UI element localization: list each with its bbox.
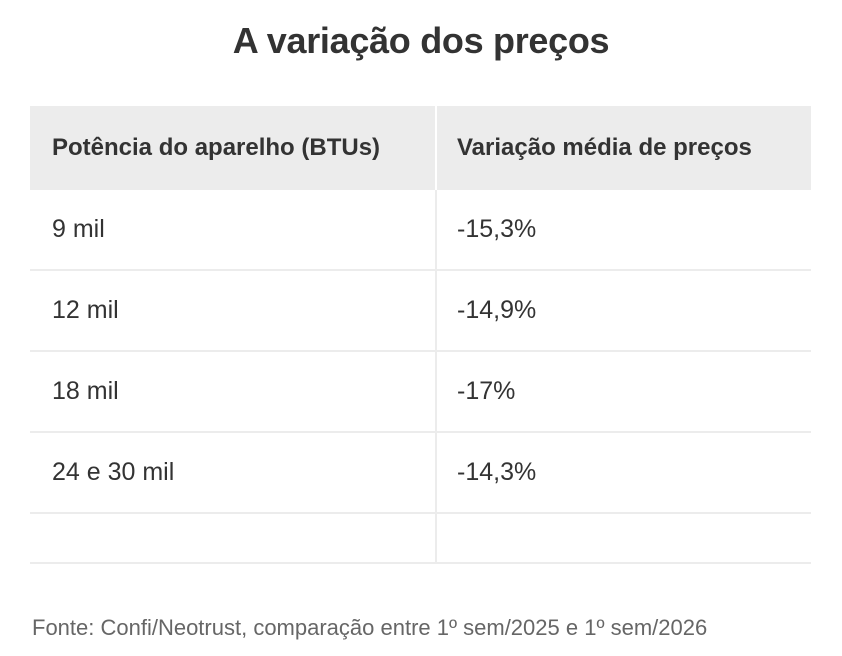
table-row: 12 mil -14,9% [30,271,811,352]
table-header-row: Potência do aparelho (BTUs) Variação méd… [30,106,811,190]
variation-cell: -15,3% [457,215,537,243]
table-row: 24 e 30 mil -14,3% [30,433,811,514]
variation-cell: -14,9% [457,296,537,324]
empty-table-row [30,514,811,564]
price-variation-table: Potência do aparelho (BTUs) Variação méd… [30,106,811,564]
power-cell: 18 mil [30,352,437,431]
power-cell: 9 mil [30,190,437,269]
variation-cell: -17% [457,377,516,405]
table-row: 9 mil -15,3% [30,190,811,271]
column-header-power: Potência do aparelho (BTUs) [30,106,437,190]
chart-title: A variação dos preços [232,20,610,61]
table-row: 18 mil -17% [30,352,811,433]
column-header-variation: Variação média de preços [457,134,752,161]
variation-cell: -14,3% [457,458,537,486]
power-cell: 24 e 30 mil [30,433,437,512]
empty-cell [437,514,811,562]
power-cell: 12 mil [30,271,437,350]
empty-cell [30,514,437,562]
source-note: Fonte: Confi/Neotrust, comparação entre … [32,615,708,640]
